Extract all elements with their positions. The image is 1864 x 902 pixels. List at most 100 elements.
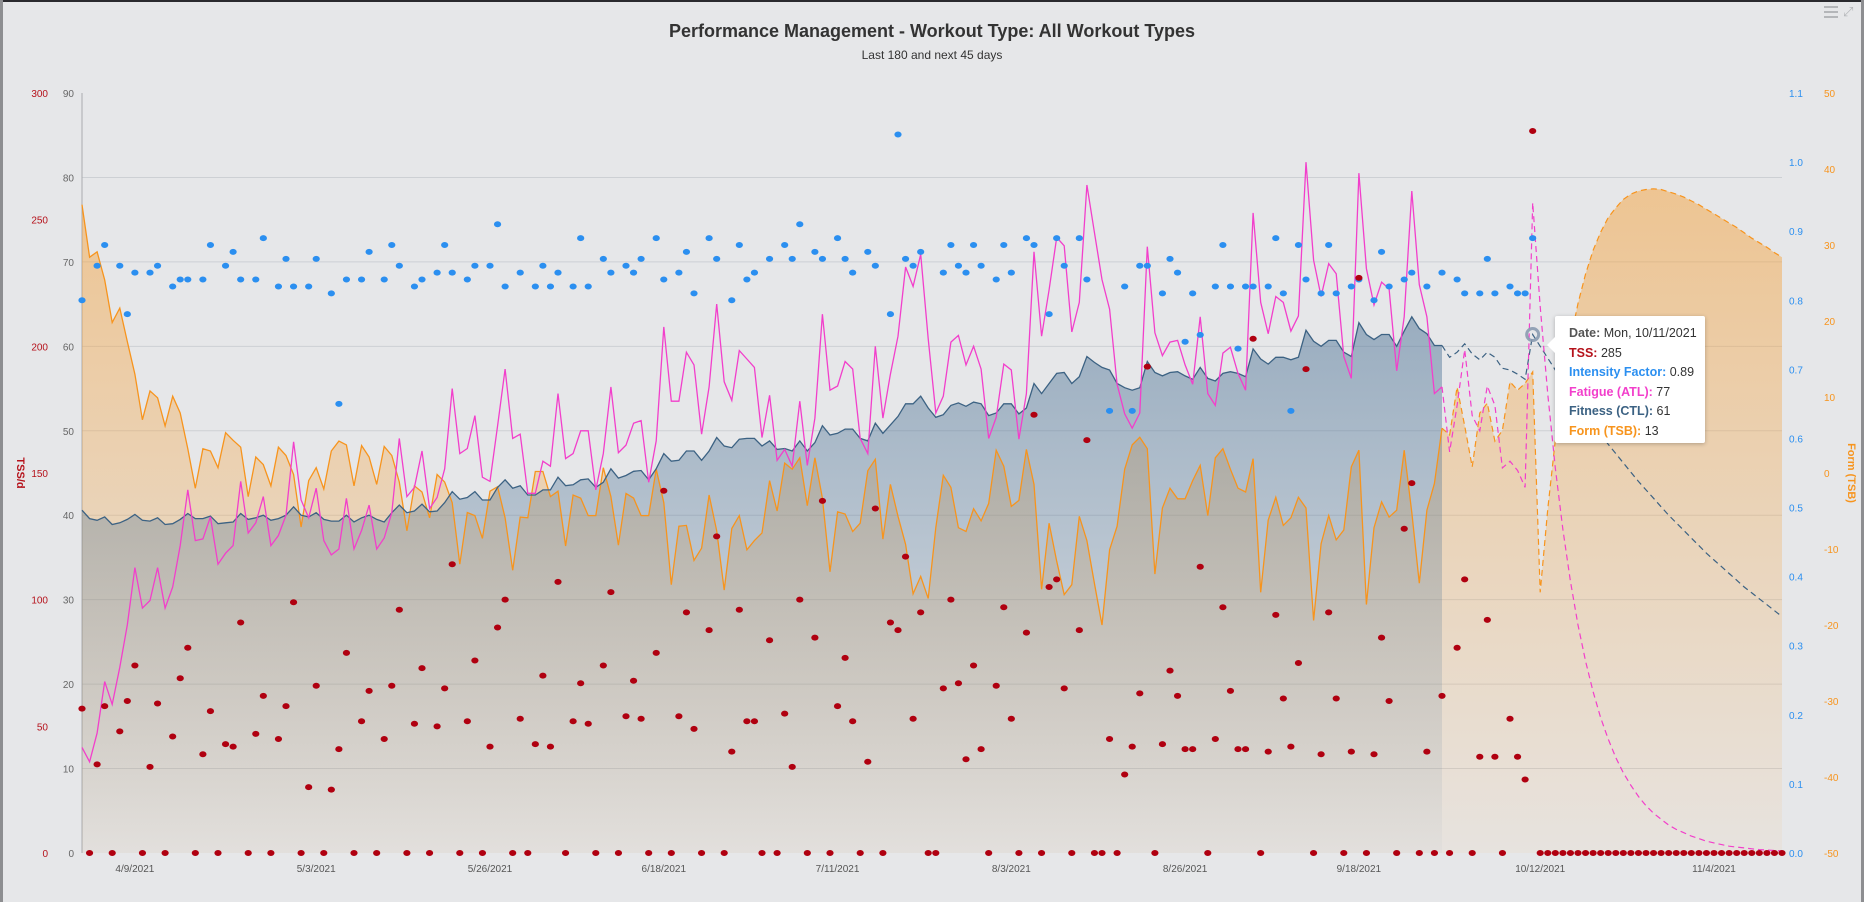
tss-point[interactable] (1075, 627, 1083, 634)
tss-point[interactable] (471, 657, 479, 664)
intensity-factor-point[interactable] (1060, 262, 1068, 269)
intensity-factor-point[interactable] (682, 248, 691, 255)
tss-point[interactable] (1740, 850, 1748, 856)
tss-point[interactable] (577, 680, 585, 687)
tss-point[interactable] (101, 703, 109, 710)
tss-point[interactable] (297, 850, 305, 856)
tss-point[interactable] (1604, 850, 1612, 856)
intensity-factor-point[interactable] (992, 276, 1000, 283)
intensity-factor-point[interactable] (1400, 276, 1408, 283)
chart-menu-button[interactable] (1824, 6, 1838, 18)
tss-point[interactable] (365, 687, 373, 694)
tss-point[interactable] (947, 596, 955, 603)
tss-point[interactable] (985, 850, 993, 856)
tss-point[interactable] (607, 589, 615, 596)
intensity-factor-point[interactable] (1287, 407, 1295, 414)
tss-point[interactable] (1204, 850, 1212, 856)
tss-point[interactable] (335, 746, 343, 753)
intensity-factor-point[interactable] (184, 276, 192, 283)
intensity-factor-point[interactable] (1030, 242, 1038, 248)
tss-point[interactable] (1226, 687, 1235, 694)
tss-point[interactable] (546, 743, 555, 750)
tss-point[interactable] (917, 609, 925, 616)
tss-point[interactable] (1498, 850, 1507, 856)
tss-point[interactable] (373, 850, 381, 856)
tss-point[interactable] (85, 850, 94, 856)
intensity-factor-point[interactable] (1521, 290, 1529, 297)
tss-point[interactable] (1340, 850, 1348, 856)
tss-point[interactable] (592, 850, 600, 856)
intensity-factor-point[interactable] (116, 262, 124, 269)
tss-point[interactable] (153, 700, 162, 707)
tss-point[interactable] (826, 850, 834, 856)
intensity-factor-point[interactable] (750, 269, 759, 276)
intensity-factor-point[interactable] (1166, 255, 1174, 262)
tss-point[interactable] (1000, 604, 1008, 611)
intensity-factor-point[interactable] (818, 255, 827, 262)
intensity-factor-point[interactable] (622, 262, 630, 269)
tss-point[interactable] (1022, 629, 1031, 636)
tss-point[interactable] (1105, 736, 1114, 742)
intensity-factor-point[interactable] (1461, 290, 1469, 297)
intensity-factor-point[interactable] (1264, 283, 1272, 290)
tss-point[interactable] (1702, 850, 1711, 856)
tss-point[interactable] (1347, 748, 1355, 755)
tss-point[interactable] (1733, 850, 1741, 856)
tss-point[interactable] (1566, 850, 1575, 856)
tss-point[interactable] (108, 850, 116, 856)
tss-point[interactable] (199, 751, 207, 758)
intensity-factor-point[interactable] (1529, 235, 1537, 242)
tss-point[interactable] (1755, 850, 1763, 856)
tss-point[interactable] (1400, 525, 1408, 532)
tss-point[interactable] (735, 606, 743, 613)
tss-point[interactable] (1393, 850, 1401, 856)
tss-point[interactable] (554, 578, 562, 585)
intensity-factor-point[interactable] (357, 276, 366, 283)
tss-point[interactable] (176, 675, 184, 682)
tss-point[interactable] (599, 662, 607, 669)
tss-point[interactable] (1234, 746, 1242, 753)
tss-point[interactable] (1068, 850, 1076, 856)
tss-point[interactable] (1294, 660, 1303, 666)
intensity-factor-point[interactable] (365, 248, 373, 255)
tss-point[interactable] (652, 649, 660, 656)
tss-point[interactable] (1408, 480, 1416, 487)
tss-point[interactable] (524, 850, 532, 856)
intensity-factor-point[interactable] (607, 269, 615, 276)
tss-point[interactable] (977, 746, 985, 753)
intensity-factor-point[interactable] (765, 255, 774, 262)
tss-point[interactable] (1536, 850, 1544, 856)
tss-point[interactable] (720, 850, 728, 856)
tss-point[interactable] (849, 718, 857, 725)
intensity-factor-point[interactable] (131, 269, 139, 276)
tss-point[interactable] (561, 850, 570, 856)
tss-point[interactable] (1468, 850, 1476, 856)
tss-point[interactable] (1264, 748, 1272, 755)
tss-point[interactable] (1763, 850, 1771, 856)
tss-point[interactable] (750, 718, 759, 725)
intensity-factor-point[interactable] (305, 283, 313, 290)
intensity-factor-point[interactable] (546, 283, 555, 290)
tss-point[interactable] (713, 533, 721, 540)
tss-point[interactable] (1657, 850, 1665, 856)
tss-point[interactable] (342, 649, 351, 656)
intensity-factor-point[interactable] (743, 276, 751, 283)
tss-point[interactable] (864, 758, 872, 765)
intensity-factor-point[interactable] (1189, 290, 1197, 297)
tss-point[interactable] (501, 596, 509, 603)
intensity-factor-point[interactable] (569, 283, 577, 290)
tss-point[interactable] (206, 708, 215, 715)
tss-point[interactable] (1725, 850, 1733, 856)
tss-point[interactable] (1521, 776, 1529, 783)
tss-point[interactable] (410, 720, 419, 727)
intensity-factor-point[interactable] (713, 255, 721, 262)
tss-point[interactable] (312, 682, 320, 689)
tss-point[interactable] (305, 784, 313, 791)
tss-point[interactable] (1476, 753, 1484, 760)
tss-point[interactable] (1385, 698, 1393, 704)
intensity-factor-point[interactable] (833, 235, 842, 242)
tss-point[interactable] (1672, 850, 1680, 856)
tss-point[interactable] (539, 672, 547, 679)
tss-point[interactable] (1355, 274, 1363, 281)
tss-point[interactable] (282, 703, 290, 710)
